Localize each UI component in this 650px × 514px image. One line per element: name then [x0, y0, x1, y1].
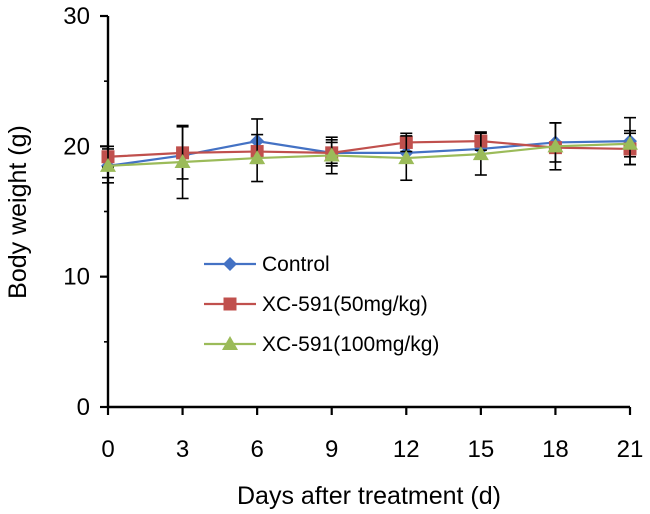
x-tick-label: 12: [393, 436, 420, 463]
x-tick-label: 15: [468, 436, 495, 463]
y-axis-ticks: 0 10 20 30: [63, 3, 108, 421]
y-tick-label: 30: [63, 3, 90, 30]
legend-marker: [223, 297, 237, 311]
series-line: [107, 142, 631, 167]
x-tick-label: 0: [101, 436, 114, 463]
data-point: [100, 157, 116, 172]
legend-marker: [222, 336, 238, 350]
legend-item-1: Control: [204, 253, 330, 276]
x-tick-label: 3: [176, 436, 189, 463]
x-axis-label: Days after treatment (d): [237, 482, 501, 510]
x-tick-label: 9: [325, 436, 338, 463]
y-tick-label: 20: [63, 133, 90, 160]
x-tick-label: 6: [250, 436, 263, 463]
legend: Control XC-591(50mg/kg) XC-591(100mg/kg): [204, 253, 439, 356]
data-point: [249, 150, 266, 165]
legend-marker: [223, 257, 237, 271]
legend-item-3: XC-591(100mg/kg): [204, 333, 439, 356]
series-layer: [100, 116, 638, 200]
series-3: [100, 122, 638, 200]
y-axis-label: Body weight (g): [4, 125, 32, 299]
legend-label: Control: [262, 253, 330, 276]
data-point: [622, 135, 638, 150]
data-point: [174, 153, 191, 168]
data-point: [398, 150, 415, 165]
x-tick-label: 21: [617, 436, 644, 463]
legend-item-2: XC-591(50mg/kg): [204, 293, 428, 316]
legend-label: XC-591(100mg/kg): [262, 333, 439, 356]
x-tick-label: 18: [542, 436, 569, 463]
legend-label: XC-591(50mg/kg): [262, 293, 428, 316]
data-point: [547, 138, 564, 153]
plot-area: 0 10 20 30 0 3 6 9 12 15 18 21: [63, 3, 643, 463]
x-axis-ticks: 0 3 6 9 12 15 18 21: [101, 407, 643, 463]
y-tick-label: 0: [77, 394, 90, 421]
data-point: [472, 146, 489, 161]
data-point: [323, 147, 340, 162]
y-tick-label: 10: [63, 264, 90, 291]
